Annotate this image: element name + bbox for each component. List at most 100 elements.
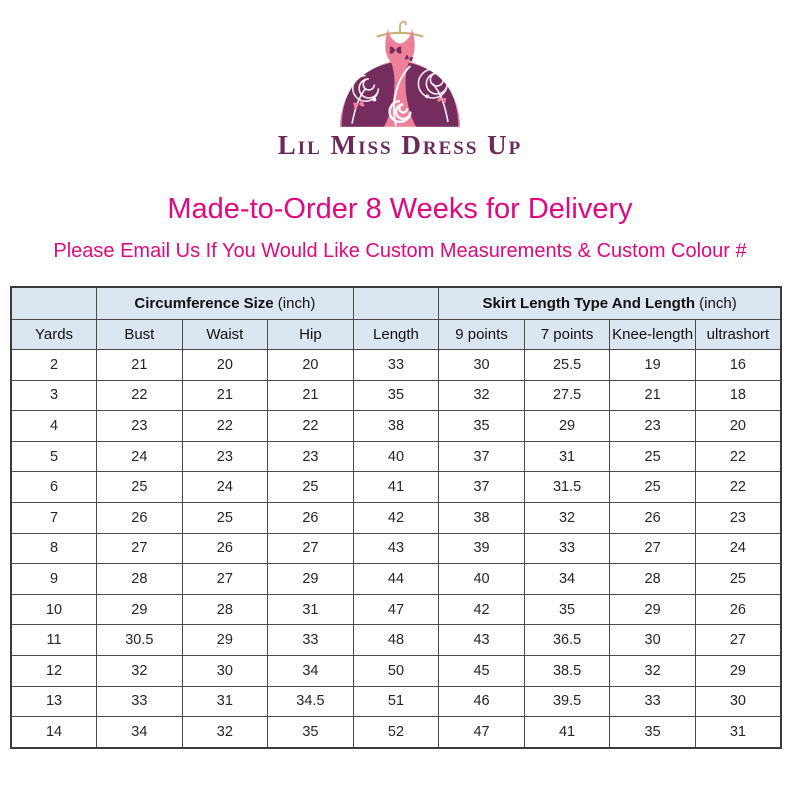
- table-cell: 28: [96, 563, 183, 595]
- column-header-yards: Yards: [10, 319, 98, 350]
- table-cell: 22: [181, 410, 269, 442]
- table-cell: 38: [352, 410, 440, 442]
- table-cell: 52: [352, 716, 440, 749]
- table-cell: 14: [10, 716, 98, 749]
- table-cell: 35: [438, 410, 525, 442]
- table-row: 5 24 23 23 40 37 31 25 22: [10, 440, 782, 473]
- table-cell: 43: [438, 624, 525, 656]
- table-cell: 24: [96, 440, 183, 473]
- column-header-ultrashort: ultrashort: [694, 319, 782, 350]
- table-cell: 44: [352, 563, 440, 595]
- table-cell: 37: [438, 440, 525, 473]
- table-cell: 34: [96, 716, 183, 749]
- table-row: 4 23 22 22 38 35 29 23 20: [10, 410, 782, 442]
- table-cell: 8: [10, 532, 98, 565]
- group-header-circumference-unit: (inch): [273, 295, 316, 312]
- table-cell: 26: [96, 501, 183, 534]
- table-cell: 22: [267, 410, 354, 442]
- table-cell: 33: [609, 685, 696, 718]
- table-cell: 30: [181, 654, 269, 687]
- column-header-length: Length: [352, 319, 440, 350]
- table-cell: 26: [609, 501, 696, 534]
- table-cell: 27: [694, 624, 782, 656]
- table-cell: 43: [352, 532, 440, 565]
- table-cell: 32: [523, 501, 611, 534]
- table-cell: 23: [267, 440, 354, 473]
- table-cell: 21: [96, 349, 183, 381]
- column-header-bust: Bust: [96, 319, 183, 350]
- table-cell: 25: [609, 440, 696, 473]
- table-cell: 7: [10, 501, 98, 534]
- table-cell: 32: [438, 379, 525, 412]
- table-cell: 25: [181, 501, 269, 534]
- group-header-empty-yards: [10, 286, 98, 320]
- group-header-row: Circumference Size (inch) Skirt Length T…: [10, 286, 782, 320]
- table-cell: 28: [609, 563, 696, 595]
- table-row: 14 34 32 35 52 47 41 35 31: [10, 716, 782, 749]
- table-row: 9 28 27 29 44 40 34 28 25: [10, 563, 782, 595]
- brand-logo: Lil Miss Dress Up: [0, 0, 800, 160]
- column-header-waist: Waist: [181, 319, 269, 350]
- table-row: 2 21 20 20 33 30 25.5 19 16: [10, 349, 782, 381]
- table-cell: 42: [352, 501, 440, 534]
- table-cell: 31.5: [523, 471, 611, 503]
- table-cell: 38.5: [523, 654, 611, 687]
- table-cell: 19: [609, 349, 696, 381]
- table-cell: 21: [181, 379, 269, 412]
- table-cell: 32: [96, 654, 183, 687]
- table-cell: 31: [267, 593, 354, 626]
- table-cell: 33: [96, 685, 183, 718]
- table-cell: 18: [694, 379, 782, 412]
- table-cell: 39.5: [523, 685, 611, 718]
- table-cell: 24: [694, 532, 782, 565]
- table-cell: 36.5: [523, 624, 611, 656]
- table-cell: 20: [181, 349, 269, 381]
- table-cell: 29: [523, 410, 611, 442]
- table-cell: 34: [523, 563, 611, 595]
- table-cell: 25: [96, 471, 183, 503]
- table-cell: 29: [609, 593, 696, 626]
- table-cell: 46: [438, 685, 525, 718]
- table-cell: 22: [96, 379, 183, 412]
- table-cell: 2: [10, 349, 98, 381]
- table-row: 7 26 25 26 42 38 32 26 23: [10, 501, 782, 534]
- column-header-hip: Hip: [267, 319, 354, 350]
- group-header-circumference: Circumference Size (inch): [96, 286, 354, 320]
- table-row: 10 29 28 31 47 42 35 29 26: [10, 593, 782, 626]
- table-cell: 4: [10, 410, 98, 442]
- table-cell: 29: [181, 624, 269, 656]
- table-row: 6 25 24 25 41 37 31.5 25 22: [10, 471, 782, 503]
- table-cell: 33: [523, 532, 611, 565]
- table-cell: 23: [609, 410, 696, 442]
- table-cell: 32: [181, 716, 269, 749]
- table-cell: 35: [609, 716, 696, 749]
- table-row: 3 22 21 21 35 32 27.5 21 18: [10, 379, 782, 412]
- table-cell: 42: [438, 593, 525, 626]
- table-cell: 45: [438, 654, 525, 687]
- table-cell: 29: [694, 654, 782, 687]
- table-cell: 29: [267, 563, 354, 595]
- table-cell: 10: [10, 593, 98, 626]
- table-row: 12 32 30 34 50 45 38.5 32 29: [10, 654, 782, 687]
- table-cell: 3: [10, 379, 98, 412]
- table-cell: 25: [267, 471, 354, 503]
- table-cell: 41: [523, 716, 611, 749]
- group-header-skirt-length-label: Skirt Length Type And Length: [482, 295, 696, 312]
- group-header-skirt-length-unit: (inch): [695, 295, 737, 312]
- table-cell: 27: [609, 532, 696, 565]
- table-cell: 22: [694, 471, 782, 503]
- table-cell: 25: [609, 471, 696, 503]
- table-cell: 30: [438, 349, 525, 381]
- table-cell: 40: [438, 563, 525, 595]
- table-cell: 37: [438, 471, 525, 503]
- table-cell: 39: [438, 532, 525, 565]
- table-cell: 20: [267, 349, 354, 381]
- group-header-empty-length: [352, 286, 440, 320]
- brand-name: Lil Miss Dress Up: [277, 130, 523, 160]
- table-cell: 32: [609, 654, 696, 687]
- table-cell: 35: [267, 716, 354, 749]
- table-cell: 26: [181, 532, 269, 565]
- column-header-7-points: 7 points: [523, 319, 611, 350]
- table-cell: 40: [352, 440, 440, 473]
